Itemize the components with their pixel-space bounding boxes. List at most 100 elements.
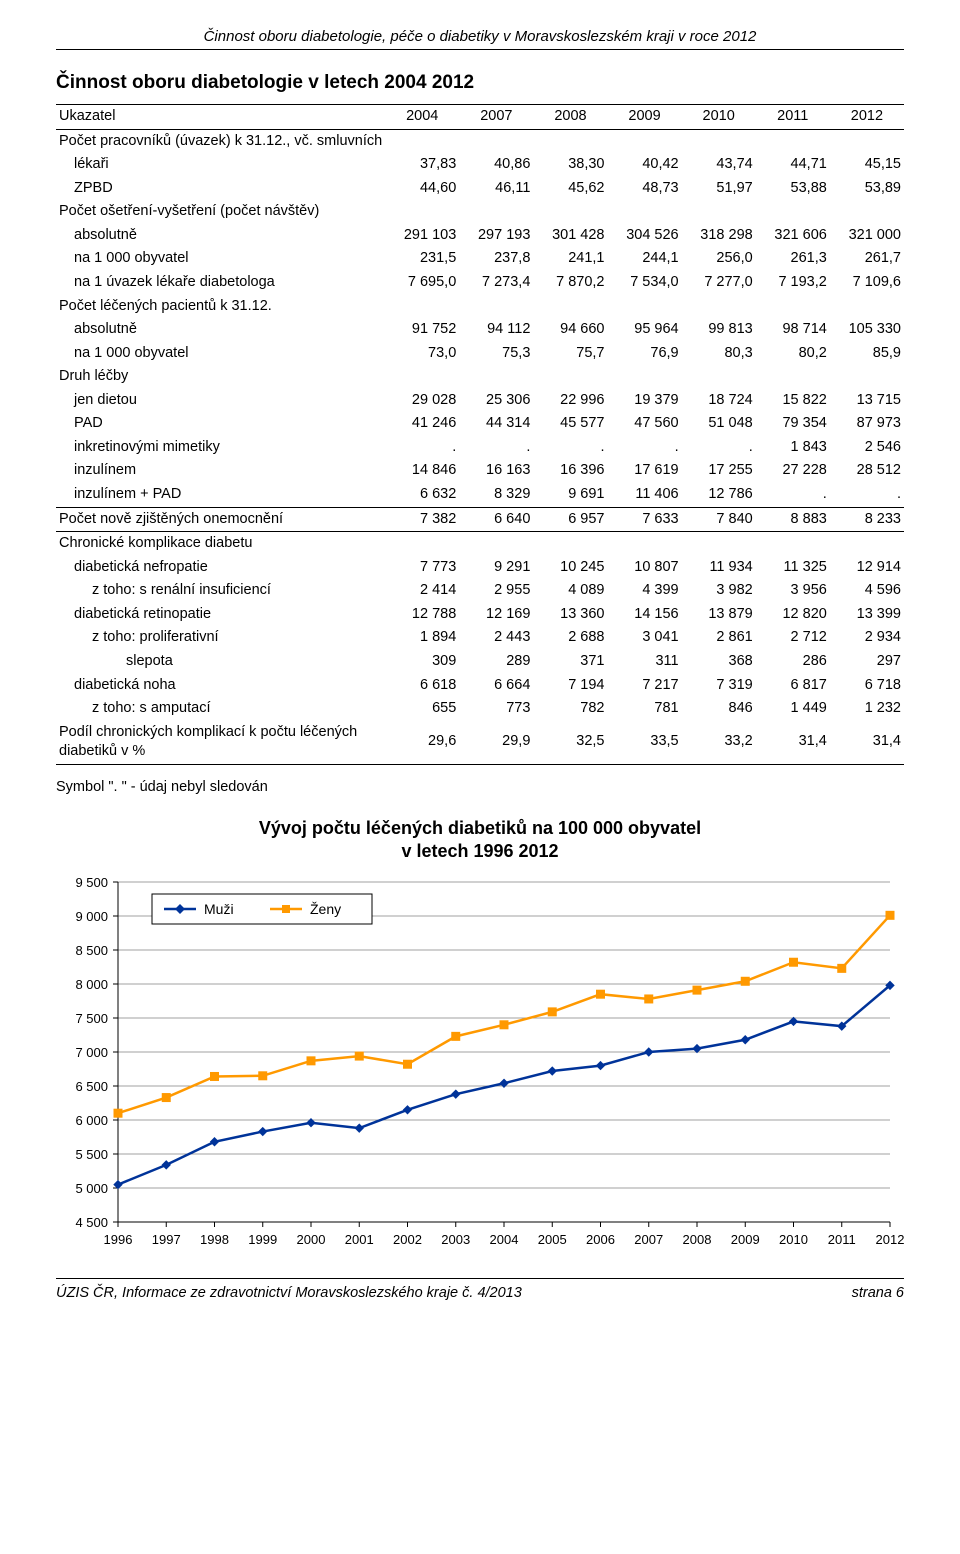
cell-value: 13 399 (830, 603, 904, 627)
cell-value: 846 (682, 697, 756, 721)
table-row: Počet pracovníků (úvazek) k 31.12., vč. … (56, 129, 904, 153)
row-label: na 1 úvazek lékaře diabetologa (56, 271, 385, 295)
cell-value: 25 306 (459, 389, 533, 413)
svg-text:2001: 2001 (345, 1232, 374, 1247)
table-row: na 1 000 obyvatel73,075,375,776,980,380,… (56, 342, 904, 366)
cell-value (459, 200, 533, 224)
cell-value: 318 298 (682, 224, 756, 248)
cell-value (682, 200, 756, 224)
cell-value: 7 534,0 (608, 271, 682, 295)
table-row: absolutně291 103297 193301 428304 526318… (56, 224, 904, 248)
cell-value: 7 273,4 (459, 271, 533, 295)
cell-value: 13 360 (533, 603, 607, 627)
table-row: na 1 úvazek lékaře diabetologa7 695,07 2… (56, 271, 904, 295)
cell-value (385, 129, 459, 153)
cell-value: 38,30 (533, 153, 607, 177)
cell-value: 45 577 (533, 412, 607, 436)
cell-value: 22 996 (533, 389, 607, 413)
table-row: Druh léčby (56, 365, 904, 389)
cell-value (830, 200, 904, 224)
row-label: jen dietou (56, 389, 385, 413)
cell-value (608, 200, 682, 224)
cell-value: 6 664 (459, 674, 533, 698)
cell-value: 297 (830, 650, 904, 674)
doc-header: Činnost oboru diabetologie, péče o diabe… (56, 28, 904, 50)
row-label: lékaři (56, 153, 385, 177)
svg-text:2006: 2006 (586, 1232, 615, 1247)
cell-value: 53,88 (756, 177, 830, 201)
cell-value: 16 163 (459, 459, 533, 483)
cell-value: 80,2 (756, 342, 830, 366)
cell-value (608, 129, 682, 153)
cell-value: 44,71 (756, 153, 830, 177)
cell-value: 2 443 (459, 626, 533, 650)
cell-value: 44,60 (385, 177, 459, 201)
cell-value: . (385, 436, 459, 460)
chart-container: 4 5005 0005 5006 0006 5007 0007 5008 000… (56, 872, 904, 1252)
cell-value: 9 691 (533, 483, 607, 507)
table-row: slepota309289371311368286297 (56, 650, 904, 674)
table-row: Počet ošetření-vyšetření (počet návštěv) (56, 200, 904, 224)
row-label: z toho: s amputací (56, 697, 385, 721)
cell-value: 2 688 (533, 626, 607, 650)
svg-text:1997: 1997 (152, 1232, 181, 1247)
cell-value: 9 291 (459, 556, 533, 580)
cell-value (682, 129, 756, 153)
row-label: Počet léčených pacientů k 31.12. (56, 295, 385, 319)
cell-value: 29,9 (459, 721, 533, 765)
footer-left: ÚZIS ČR, Informace ze zdravotnictví Mora… (56, 1285, 522, 1301)
cell-value (682, 295, 756, 319)
cell-value: 289 (459, 650, 533, 674)
cell-value (459, 532, 533, 556)
cell-value (385, 532, 459, 556)
cell-value: 2 546 (830, 436, 904, 460)
cell-value (756, 295, 830, 319)
cell-value: 27 228 (756, 459, 830, 483)
cell-value: 655 (385, 697, 459, 721)
cell-value: 321 000 (830, 224, 904, 248)
svg-text:5 000: 5 000 (75, 1181, 108, 1196)
col-header-year: 2008 (533, 105, 607, 130)
cell-value (533, 200, 607, 224)
cell-value: 98 714 (756, 318, 830, 342)
cell-value: 4 089 (533, 579, 607, 603)
cell-value: 11 934 (682, 556, 756, 580)
cell-value: 1 843 (756, 436, 830, 460)
cell-value: 76,9 (608, 342, 682, 366)
svg-text:9 500: 9 500 (75, 875, 108, 890)
row-label: inzulínem (56, 459, 385, 483)
cell-value: 1 894 (385, 626, 459, 650)
cell-value: 7 773 (385, 556, 459, 580)
table-row: Podíl chronických komplikací k počtu léč… (56, 721, 904, 765)
cell-value: 7 194 (533, 674, 607, 698)
svg-text:Ženy: Ženy (310, 901, 341, 917)
row-label: na 1 000 obyvatel (56, 247, 385, 271)
footnote: Symbol ". " - údaj nebyl sledován (56, 779, 904, 795)
table-row: Počet nově zjištěných onemocnění7 3826 6… (56, 507, 904, 532)
cell-value: . (756, 483, 830, 507)
cell-value: 14 846 (385, 459, 459, 483)
page-footer: ÚZIS ČR, Informace ze zdravotnictví Mora… (56, 1278, 904, 1301)
cell-value: 321 606 (756, 224, 830, 248)
cell-value: 6 618 (385, 674, 459, 698)
cell-value: 311 (608, 650, 682, 674)
svg-text:2004: 2004 (490, 1232, 519, 1247)
row-label: Chronické komplikace diabetu (56, 532, 385, 556)
table-row: diabetická noha6 6186 6647 1947 2177 319… (56, 674, 904, 698)
svg-text:8 000: 8 000 (75, 977, 108, 992)
row-label: Počet ošetření-vyšetření (počet návštěv) (56, 200, 385, 224)
cell-value: 53,89 (830, 177, 904, 201)
col-header-label: Ukazatel (56, 105, 385, 130)
cell-value: 99 813 (682, 318, 756, 342)
cell-value: 2 955 (459, 579, 533, 603)
cell-value: 782 (533, 697, 607, 721)
cell-value: 4 399 (608, 579, 682, 603)
cell-value: 309 (385, 650, 459, 674)
cell-value: 8 233 (830, 507, 904, 532)
cell-value: 241,1 (533, 247, 607, 271)
row-label: diabetická noha (56, 674, 385, 698)
cell-value: 41 246 (385, 412, 459, 436)
cell-value: 32,5 (533, 721, 607, 765)
cell-value: 75,3 (459, 342, 533, 366)
cell-value: 261,7 (830, 247, 904, 271)
